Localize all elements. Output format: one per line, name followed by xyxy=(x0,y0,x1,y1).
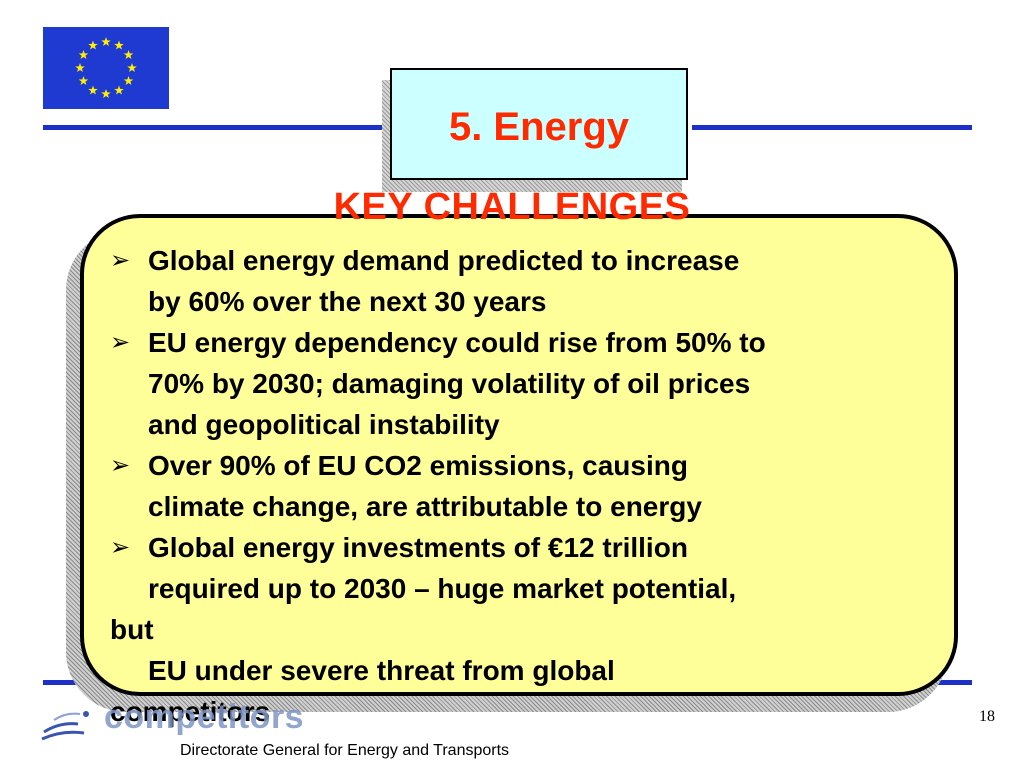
flag-star-icon xyxy=(127,63,137,73)
bullet-line: competitors xyxy=(110,696,271,727)
bullet-line: by 60% over the next 30 years xyxy=(148,286,547,317)
page-number: 18 xyxy=(979,708,995,725)
bullet-line: 70% by 2030; damaging volatility of oil … xyxy=(148,368,751,399)
slide-subtitle: KEY CHALLENGES xyxy=(333,186,691,228)
bullet-line: but xyxy=(110,614,154,645)
arrow-bullet-icon: ➢ xyxy=(110,247,131,274)
bullet-line: required up to 2030 – huge market potent… xyxy=(148,573,737,604)
eu-flag-icon xyxy=(43,27,169,109)
arrow-bullet-icon: ➢ xyxy=(110,452,131,479)
bullet-list: ➢ Global energy demand predicted to incr… xyxy=(110,240,930,732)
title-box: 5. Energy xyxy=(390,68,688,180)
flag-star-icon xyxy=(78,76,89,86)
flag-star-icon xyxy=(114,40,124,50)
flag-star-icon xyxy=(101,89,111,99)
flag-star-icon xyxy=(114,85,124,95)
bullet-item: ➢ Over 90% of EU CO2 emissions, causing … xyxy=(110,445,930,527)
bullet-line: Global energy investments of €12 trillio… xyxy=(148,532,688,563)
flag-star-icon xyxy=(75,63,85,73)
content-panel xyxy=(80,214,958,696)
slide-title: 5. Energy xyxy=(448,104,630,149)
bullet-line: climate change, are attributable to ener… xyxy=(148,491,702,522)
bullet-line: and geopolitical instability xyxy=(148,409,500,440)
flag-star-icon xyxy=(88,85,98,95)
bullet-line: EU under severe threat from global xyxy=(148,655,615,686)
arrow-bullet-icon: ➢ xyxy=(110,329,131,356)
bullet-line: Global energy demand predicted to increa… xyxy=(148,245,740,276)
logo-wordmark: competitors xyxy=(104,698,305,736)
flag-star-icon xyxy=(123,76,134,86)
dg-tren-logo-icon: competitors xyxy=(40,698,304,750)
logo-mark-icon xyxy=(41,711,89,741)
bullet-item: ➢ Global energy demand predicted to incr… xyxy=(110,240,930,322)
bullet-line: Over 90% of EU CO2 emissions, causing xyxy=(148,450,688,481)
bullet-line: EU energy dependency could rise from 50%… xyxy=(148,327,766,358)
bullet-item: ➢ EU energy dependency could rise from 5… xyxy=(110,322,930,445)
flag-star-icon xyxy=(78,50,89,60)
footer-text: Directorate General for Energy and Trans… xyxy=(180,742,510,759)
flag-star-icon xyxy=(101,37,111,47)
flag-star-icon xyxy=(123,50,134,60)
header-rule-right xyxy=(692,125,972,130)
flag-star-icon xyxy=(88,40,98,50)
arrow-bullet-icon: ➢ xyxy=(110,534,131,561)
bullet-item: ➢ Global energy investments of €12 trill… xyxy=(110,527,930,732)
header-rule-left xyxy=(43,125,393,130)
